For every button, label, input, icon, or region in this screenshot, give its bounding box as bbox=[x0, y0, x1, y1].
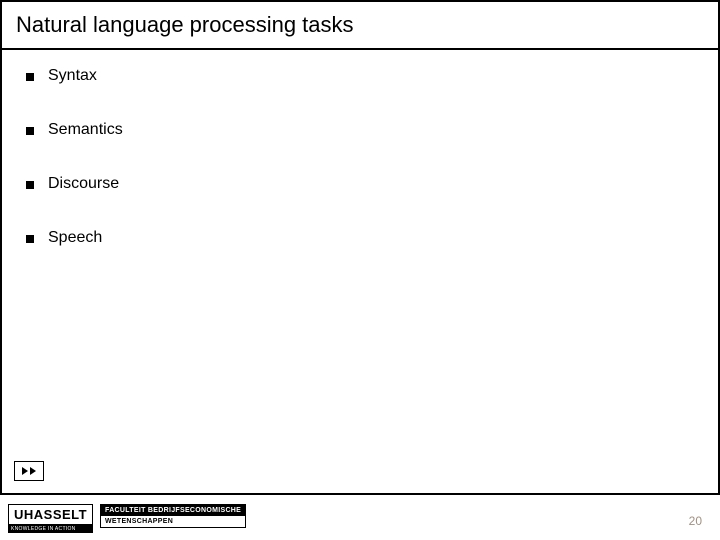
slide-frame: Natural language processing tasks Syntax… bbox=[0, 0, 720, 495]
university-logo: UHASSELT KNOWLEDGE IN ACTION bbox=[8, 504, 93, 533]
forward-icon bbox=[30, 467, 36, 475]
logo-name: UHASSELT bbox=[8, 504, 93, 525]
faculty-line2: WETENSCHAPPEN bbox=[101, 516, 245, 527]
faculty-logo: FACULTEIT BEDRIJFSECONOMISCHE WETENSCHAP… bbox=[100, 504, 246, 528]
list-item: Semantics bbox=[26, 121, 694, 139]
bullet-icon bbox=[26, 73, 34, 81]
bullet-icon bbox=[26, 181, 34, 189]
bullet-label: Discourse bbox=[48, 175, 119, 193]
bullet-icon bbox=[26, 235, 34, 243]
next-nav-button[interactable] bbox=[14, 461, 44, 481]
title-bar: Natural language processing tasks bbox=[2, 2, 718, 50]
page-number: 20 bbox=[689, 514, 702, 528]
bullet-label: Semantics bbox=[48, 121, 123, 139]
list-item: Speech bbox=[26, 229, 694, 247]
forward-icon bbox=[22, 467, 28, 475]
bullet-label: Speech bbox=[48, 229, 102, 247]
faculty-line1: FACULTEIT BEDRIJFSECONOMISCHE bbox=[101, 505, 245, 516]
slide-title: Natural language processing tasks bbox=[16, 12, 704, 38]
body-area: Syntax Semantics Discourse Speech bbox=[26, 67, 694, 283]
bullet-label: Syntax bbox=[48, 67, 97, 85]
list-item: Discourse bbox=[26, 175, 694, 193]
logo-tagline: KNOWLEDGE IN ACTION bbox=[8, 525, 93, 533]
bullet-icon bbox=[26, 127, 34, 135]
list-item: Syntax bbox=[26, 67, 694, 85]
footer: UHASSELT KNOWLEDGE IN ACTION FACULTEIT B… bbox=[0, 498, 720, 540]
